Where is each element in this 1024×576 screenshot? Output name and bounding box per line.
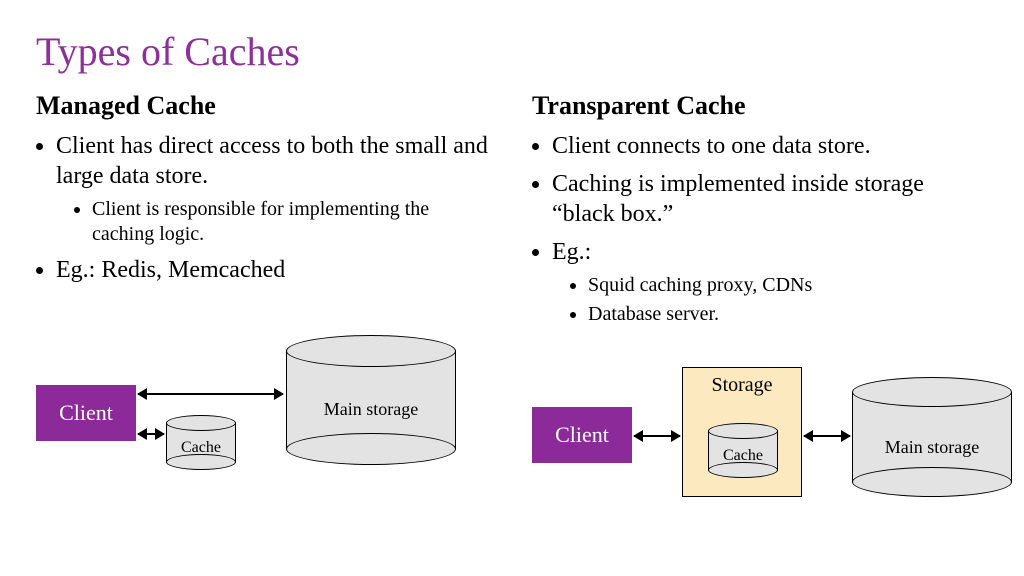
arrow-icon: [138, 433, 164, 435]
bullet-text: Client has direct access to both the sma…: [56, 133, 488, 189]
list-item: Client is responsible for implementing t…: [92, 197, 492, 247]
main-storage-label: Main storage: [286, 399, 456, 420]
managed-diagram: Client Cache Main storage: [36, 325, 492, 495]
list-item: Client connects to one data store.: [552, 131, 988, 161]
list-item: Eg.: Redis, Memcached: [56, 255, 492, 285]
client-box: Client: [532, 407, 632, 463]
arrow-icon: [804, 435, 850, 437]
arrow-icon: [634, 435, 680, 437]
storage-label: Storage: [711, 374, 772, 396]
cache-label: Cache: [708, 447, 778, 465]
columns: Managed Cache Client has direct access t…: [36, 91, 988, 517]
list-item: Caching is implemented inside storage “b…: [552, 169, 988, 229]
transparent-list: Client connects to one data store. Cachi…: [532, 131, 988, 327]
list-item: Eg.: Squid caching proxy, CDNs Database …: [552, 237, 988, 327]
transparent-column: Transparent Cache Client connects to one…: [532, 91, 988, 517]
bullet-text: Eg.:: [552, 239, 591, 265]
main-storage-cylinder: Main storage: [286, 335, 456, 465]
client-label: Client: [555, 422, 609, 448]
cache-cylinder: Cache: [166, 415, 236, 470]
arrow-icon: [138, 393, 283, 395]
cache-label: Cache: [166, 439, 236, 457]
main-storage-label: Main storage: [852, 437, 1012, 458]
page-title: Types of Caches: [36, 28, 988, 75]
client-label: Client: [59, 400, 113, 426]
cache-cylinder: Cache: [708, 423, 778, 478]
list-item: Database server.: [588, 302, 988, 327]
managed-column: Managed Cache Client has direct access t…: [36, 91, 492, 517]
managed-list: Client has direct access to both the sma…: [36, 131, 492, 285]
list-item: Client has direct access to both the sma…: [56, 131, 492, 247]
main-storage-cylinder: Main storage: [852, 377, 1012, 497]
transparent-heading: Transparent Cache: [532, 91, 988, 121]
transparent-diagram: Client Storage Cache Main storage: [532, 347, 988, 517]
storage-box: Storage Cache: [682, 367, 802, 497]
list-item: Squid caching proxy, CDNs: [588, 273, 988, 298]
managed-heading: Managed Cache: [36, 91, 492, 121]
client-box: Client: [36, 385, 136, 441]
